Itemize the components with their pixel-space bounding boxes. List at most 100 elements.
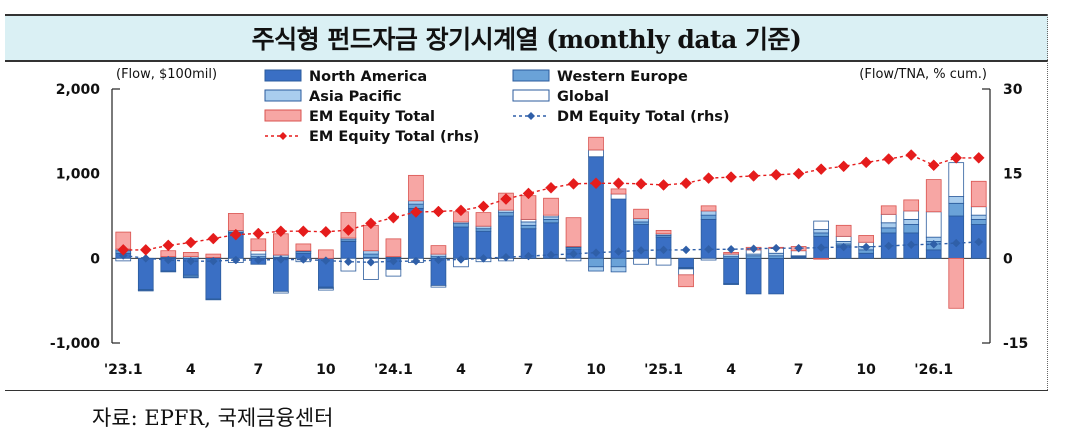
bar-global — [318, 287, 334, 291]
em-marker — [657, 179, 670, 191]
bar-global — [137, 289, 154, 292]
x-tick-label: 4 — [456, 362, 466, 378]
bar-global — [565, 257, 582, 262]
bar-asia-pacific — [588, 266, 604, 272]
bar-em-equity-total — [903, 199, 920, 212]
bar-global — [970, 206, 987, 216]
bar-em-equity-total — [227, 213, 244, 231]
dm-marker — [771, 243, 781, 253]
bar-em-equity-total — [588, 136, 604, 151]
bar-north-america — [768, 257, 784, 295]
bar-em-equity-total — [700, 205, 717, 212]
dm-marker — [141, 253, 151, 263]
dm-marker — [569, 249, 578, 259]
bar-em-equity-total — [295, 243, 312, 252]
bar-em-equity-total — [475, 212, 492, 227]
dm-marker — [839, 242, 849, 252]
em-marker — [320, 225, 332, 238]
dm-marker — [389, 256, 398, 266]
right-border — [1047, 14, 1048, 390]
dm-marker — [456, 255, 466, 264]
dm-marker — [794, 243, 803, 253]
em-marker — [747, 170, 760, 182]
bar-north-america — [340, 240, 357, 259]
legend-label: Asia Pacific — [309, 89, 402, 105]
x-tick-label: 10 — [586, 362, 606, 378]
em-marker — [612, 177, 625, 190]
chart-title-bar: 주식형 펀드자금 장기시계열 (monthly data 기준) — [5, 14, 1048, 62]
bar-western-europe — [903, 224, 920, 234]
em-marker — [522, 187, 535, 200]
em-marker — [297, 225, 310, 238]
bar-em-equity-total — [948, 257, 965, 309]
em-marker — [117, 244, 130, 256]
bar-global — [182, 276, 199, 279]
legend-label: DM Equity Total (rhs) — [557, 109, 730, 125]
bar-global — [430, 285, 447, 288]
bar-em-equity-total — [813, 257, 829, 260]
dm-marker — [299, 255, 308, 264]
dm-marker — [704, 244, 713, 254]
dm-marker — [816, 243, 826, 252]
bar-em-equity-total — [880, 205, 897, 215]
chart-area: North America Western Europe Asia Pacific G… — [50, 67, 1028, 378]
em-marker — [274, 225, 287, 238]
bar-asia-pacific — [633, 218, 649, 223]
bar-global — [925, 211, 942, 238]
bottom-rule — [5, 390, 1048, 391]
bar-global — [250, 250, 267, 255]
legend-label: EM Equity Total (rhs) — [309, 129, 479, 145]
em-marker — [184, 236, 197, 249]
dm-marker — [276, 255, 286, 264]
bar-asia-pacific — [408, 200, 424, 205]
bar-global — [588, 149, 604, 158]
bar-em-equity-total — [970, 180, 987, 208]
em-marker — [680, 177, 692, 190]
right-tick-label: -15 — [1003, 336, 1028, 352]
bar-western-europe — [498, 212, 514, 217]
dm-marker — [231, 255, 241, 265]
dm-marker — [344, 257, 353, 267]
bar-asia-pacific — [880, 222, 897, 229]
dm-marker — [659, 245, 668, 255]
bar-em-equity-total — [678, 274, 694, 288]
legend-label: Global — [557, 89, 609, 105]
legend-marker — [279, 132, 287, 140]
em-marker — [635, 177, 647, 190]
bar-em-equity-total — [858, 235, 875, 243]
bar-western-europe — [363, 253, 379, 258]
bar-em-equity-total — [430, 245, 447, 255]
bar-western-europe — [453, 223, 469, 228]
left-axis-unit: (Flow, $100mil) — [116, 67, 217, 82]
bar-global — [880, 213, 897, 224]
x-tick-label: 7 — [253, 362, 263, 378]
bar-global — [813, 220, 829, 230]
em-marker — [905, 149, 918, 161]
left-tick-label: 0 — [90, 251, 100, 267]
bar-north-america — [678, 257, 694, 269]
labels-group: 2,000 1,000 0 -1,000 30 15 0 -15 (Flow, $100mil)… — [50, 67, 1028, 378]
bar-global — [633, 257, 649, 265]
x-tick-label: 10 — [316, 362, 336, 378]
bar-global — [678, 268, 694, 276]
x-tick-label: 4 — [726, 362, 736, 378]
em-marker — [387, 211, 400, 224]
chart-title: 주식형 펀드자금 장기시계열 (monthly data 기준) — [251, 25, 802, 54]
bar-em-equity-total — [835, 224, 852, 237]
em-marker — [432, 205, 445, 218]
dm-marker — [929, 239, 939, 249]
bar-global — [723, 283, 739, 285]
bar-north-america — [137, 257, 154, 291]
em-marker — [725, 171, 737, 183]
dm-marker — [681, 245, 691, 255]
bar-western-europe — [948, 202, 965, 217]
lines-group — [117, 149, 985, 267]
dm-marker — [163, 255, 173, 265]
bar-asia-pacific — [903, 218, 920, 225]
bar-north-america — [925, 249, 942, 259]
bar-western-europe — [700, 214, 717, 220]
dm-marker — [974, 237, 984, 247]
dm-marker — [434, 255, 443, 265]
bar-north-america — [453, 226, 469, 259]
em-marker — [972, 152, 985, 164]
